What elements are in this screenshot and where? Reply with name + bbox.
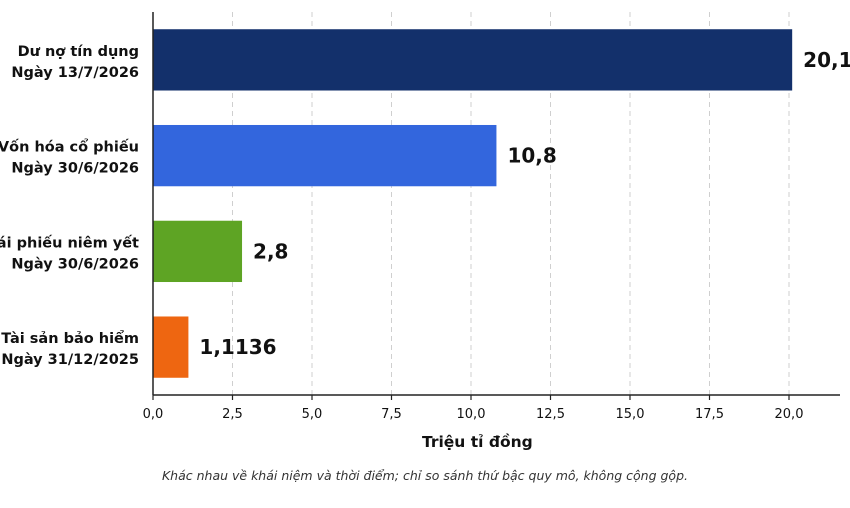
bar-0 xyxy=(153,29,793,91)
x-tick-label-3: 7,5 xyxy=(381,407,402,422)
category-label-3: Tài sản bảo hiểm Ngày 31/12/2025 xyxy=(1,330,139,368)
x-tick-label-5: 12,5 xyxy=(536,407,565,422)
x-tick-label-6: 15,0 xyxy=(616,407,645,422)
category-label-3-line-0: Tài sản bảo hiểm xyxy=(1,330,139,347)
footnote: Khác nhau về khái niệm và thời điểm; chỉ… xyxy=(161,468,688,483)
bar-2 xyxy=(153,220,243,283)
x-tick-label-1: 2,5 xyxy=(222,407,243,422)
x-tick-label-2: 5,0 xyxy=(302,407,323,422)
labels: 20,1 Dư nợ tín dụng Ngày 13/7/2026 10,8 Vốn … xyxy=(0,44,850,451)
category-label-0-line-1: Ngày 13/7/2026 xyxy=(11,65,139,81)
bar-3 xyxy=(153,316,189,378)
category-label-1: Vốn hóa cổ phiếu Ngày 30/6/2026 xyxy=(0,139,139,177)
x-axis-title: Triệu tỉ đồng xyxy=(422,432,533,451)
bars xyxy=(153,29,793,378)
x-tick-label-0: 0,0 xyxy=(143,407,164,422)
category-label-2-line-1: Ngày 30/6/2026 xyxy=(11,256,139,272)
bar-1 xyxy=(153,124,497,187)
x-tick-label-7: 17,5 xyxy=(695,407,724,422)
value-label-3: 1,1136 xyxy=(199,335,276,359)
x-tick-label-4: 10,0 xyxy=(457,407,486,422)
value-label-2: 2,8 xyxy=(253,239,288,263)
category-label-1-line-0: Vốn hóa cổ phiếu xyxy=(0,139,139,156)
value-label-1: 10,8 xyxy=(507,144,556,168)
category-label-2-line-0: Trái phiếu niêm yết xyxy=(0,234,139,251)
x-tick-label-8: 20,0 xyxy=(775,407,804,422)
axes xyxy=(152,12,840,400)
category-label-0-line-0: Dư nợ tín dụng xyxy=(18,44,139,60)
category-label-1-line-1: Ngày 30/6/2026 xyxy=(11,161,139,177)
category-label-3-line-1: Ngày 31/12/2025 xyxy=(1,352,139,368)
value-label-0: 20,1 xyxy=(803,48,850,72)
category-label-0: Dư nợ tín dụng Ngày 13/7/2026 xyxy=(11,44,139,81)
category-label-2: Trái phiếu niêm yết Ngày 30/6/2026 xyxy=(0,234,139,272)
